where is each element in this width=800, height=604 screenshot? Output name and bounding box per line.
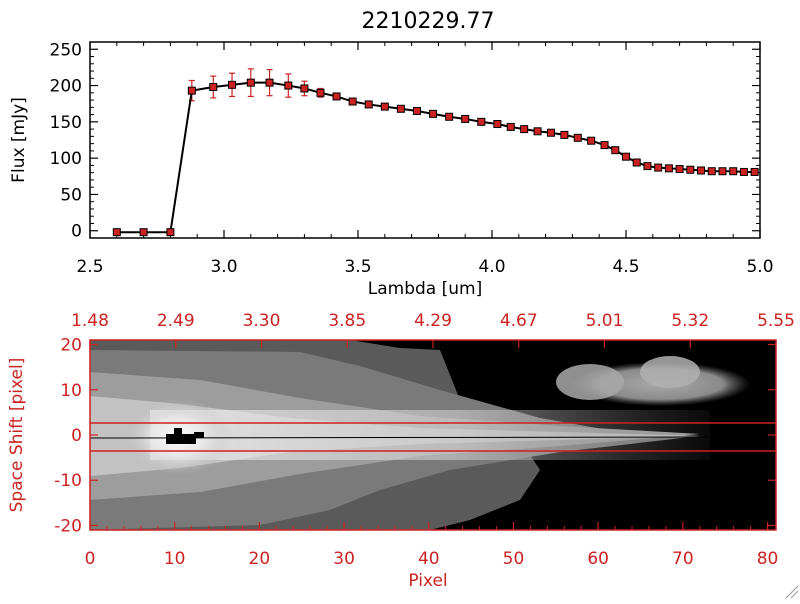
image-x-tick-label: 0 [85,549,96,569]
spectrum-data-point [139,228,148,237]
spectrum-data-point [664,164,673,173]
trace-line [90,436,721,439]
spectrum-data-point [560,130,569,139]
spectrum-data-point [675,165,684,174]
resize-grip-icon[interactable] [785,585,799,599]
spectrum-series-line [116,81,755,234]
spectrum-data-point [209,83,218,92]
spectrum-data-point [587,136,596,145]
spectrum-x-tick-label: 3.5 [344,257,371,277]
spectrum-y-tick-label: 200 [50,77,82,97]
spectrum-data-point [477,117,486,126]
spectrum-y-tick-label: 50 [60,185,82,205]
spectrum-x-tick-label: 3.0 [210,257,237,277]
spectrum-image-panel: 0 10 20 30 40 50 60 70 80 -20 -10 0 10 20 1.48 2.49 3.… [7,311,795,591]
spectrum-data-point [718,167,727,176]
image-y-axis-label: Space Shift [pixel] [7,358,27,513]
spectrum-x-ticks: 2.5 3.0 3.5 4.0 4.5 5.0 [76,42,774,277]
spectrum-panel: 2210229.77 2.5 3.0 3.5 4.0 4.5 5.0 0501001502… [9,9,774,299]
spectrum-data-point [611,146,620,155]
image-x-tick-label: 60 [587,549,609,569]
image-top-tick-label: 1.48 [71,311,109,331]
image-x-tick-label: 50 [503,549,525,569]
spectrum-data-point [573,133,582,142]
spectrum-data-point [300,84,309,93]
spectrum-data-point [600,141,609,150]
spectrum-data-point [332,92,341,101]
image-top-wavelength-ticks: 1.48 2.49 3.30 3.85 4.29 4.67 5.01 5.32 5.55 [71,311,795,348]
image-y-tick-label: -20 [54,516,82,536]
spectrum-x-tick-label: 4.0 [478,257,505,277]
spectrum-y-axis-label: Flux [mJy] [9,97,29,183]
spectrum-y-tick-label: 250 [50,40,82,60]
spectrum-data-point [520,125,529,134]
image-top-tick-label: 3.85 [328,311,366,331]
image-x-tick-label: 40 [418,549,440,569]
spectrum-plot-frame [89,41,761,239]
image-top-tick-label: 5.55 [757,311,795,331]
spectrum-x-axis-label: Lambda [um] [368,279,482,299]
spectrum-data-point [643,162,652,171]
image-y-tick-label: 10 [60,381,82,401]
spectrum-data-point [265,78,274,87]
spectrum-data-point [396,104,405,113]
spectrum-data-point [445,112,454,121]
image-x-tick-label: 70 [672,549,694,569]
spectrum-y-ticks: 0 50 100 150 200 250 [50,40,760,242]
spectrum-data-point [697,166,706,175]
spectrum-x-tick-label: 4.5 [612,257,639,277]
spectrum-data-point [380,102,389,111]
image-x-tick-label: 10 [164,549,186,569]
spectrum-data-point [739,167,748,176]
image-x-tick-label: 30 [333,549,355,569]
spectrum-image [90,340,776,530]
spectrum-data-point [412,106,421,115]
spectrum-data-point [364,100,373,109]
spectrum-data-point [246,78,255,87]
image-y-tick-label: -10 [54,471,82,491]
spectrum-data-point [112,228,121,237]
spectrum-data-point [284,81,293,90]
spectrum-data-point [654,163,663,172]
image-top-tick-label: 5.01 [586,311,624,331]
image-top-tick-label: 4.67 [500,311,538,331]
image-top-tick-label: 3.30 [243,311,281,331]
spectrum-data-point [686,165,695,174]
spectrum-data-point [729,167,738,176]
spectrum-x-tick-label: 5.0 [746,257,773,277]
spectrum-x-tick-label: 2.5 [76,257,103,277]
spectrum-data-point [348,97,357,106]
spectrum-y-tick-label: 0 [71,222,82,242]
chart-title: 2210229.77 [362,9,495,34]
spectrum-data-point [316,88,325,97]
image-y-tick-label: 0 [71,426,82,446]
image-top-tick-label: 4.29 [414,311,452,331]
spectrum-data-point [533,127,542,136]
image-y-tick-label: 20 [60,336,82,356]
spectrum-data-point [461,114,470,123]
spectrum-data-point [506,122,515,131]
spectrum-data-point [228,80,237,89]
spectrum-data-point [166,228,175,237]
image-x-tick-label: 20 [249,549,271,569]
image-top-tick-label: 2.49 [157,311,195,331]
spectrum-data-point [707,167,716,176]
spectrum-y-tick-label: 100 [50,149,82,169]
spectrum-data-point [429,109,438,118]
image-x-tick-label: 80 [757,549,779,569]
spectrum-markers [112,78,759,237]
image-top-tick-label: 5.32 [671,311,709,331]
image-y-ticks: -20 -10 0 10 20 [54,336,776,536]
spectrum-data-point [622,152,630,161]
spectrum-y-tick-label: 150 [50,113,82,133]
image-x-axis-label: Pixel [408,571,447,591]
spectrum-data-point [546,128,555,137]
spectrum-data-point [493,120,502,129]
spectrum-data-point [187,86,196,95]
spectrum-data-point [750,167,759,176]
spectrum-data-point [632,158,641,167]
